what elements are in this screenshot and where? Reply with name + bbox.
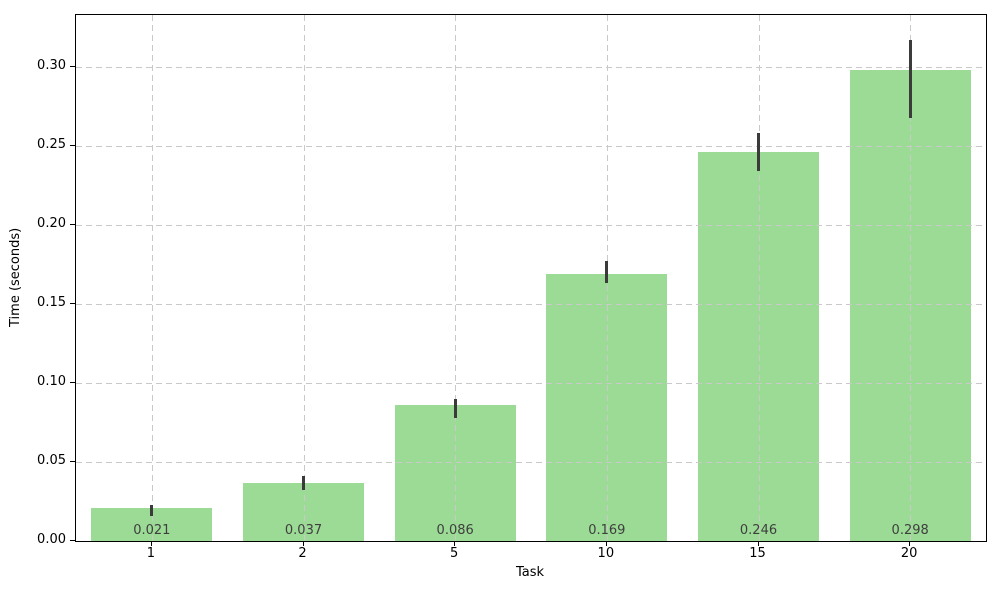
error-bar <box>453 398 457 418</box>
bar-value-label: 0.246 <box>739 523 778 538</box>
x-tick-label: 20 <box>900 546 918 561</box>
bar-value-label: 0.298 <box>891 523 929 538</box>
y-tick-label: 0.30 <box>37 57 66 73</box>
error-bar <box>605 261 609 284</box>
y-gridline <box>76 303 986 305</box>
x-tick-label: 15 <box>749 546 766 561</box>
x-tick-label: 1 <box>146 546 155 561</box>
y-tick-mark <box>70 65 75 67</box>
x-axis-label: Task <box>515 565 545 580</box>
y-tick-label: 0.20 <box>37 215 66 231</box>
y-tick-mark <box>70 144 75 146</box>
y-gridline <box>76 145 986 147</box>
y-tick-label: 0.15 <box>37 294 66 310</box>
x-tick-label: 5 <box>450 546 459 561</box>
y-tick-label: 0.10 <box>37 373 66 389</box>
bar-value-label: 0.021 <box>133 523 171 538</box>
bar-value-label: 0.169 <box>588 523 626 538</box>
y-tick-mark <box>70 540 75 541</box>
error-bar <box>150 504 154 516</box>
x-gridline <box>455 15 457 541</box>
x-gridline <box>303 15 305 541</box>
y-tick-label: 0.25 <box>37 136 66 152</box>
x-gridline <box>151 15 153 541</box>
x-tick-mark <box>909 541 911 546</box>
y-tick-mark <box>70 460 75 462</box>
y-gridline <box>76 461 986 463</box>
x-tick-mark <box>757 541 759 546</box>
x-gridline <box>758 15 760 541</box>
x-tick-mark <box>454 541 456 546</box>
y-gridline <box>76 224 986 226</box>
x-tick-label: 10 <box>597 546 615 561</box>
x-tick-mark <box>302 541 304 546</box>
bar-value-label: 0.086 <box>436 523 474 538</box>
y-gridline <box>76 66 986 68</box>
y-tick-mark <box>70 381 75 383</box>
y-tick-mark <box>70 302 75 304</box>
y-gridline <box>76 382 986 384</box>
y-tick-label: 0.00 <box>37 532 66 547</box>
bar-value-label: 0.037 <box>284 523 323 538</box>
x-tick-mark <box>605 541 607 546</box>
y-tick-label: 0.05 <box>37 452 66 468</box>
x-tick-mark <box>150 541 152 546</box>
x-gridline <box>910 15 912 541</box>
error-bar <box>757 133 760 172</box>
y-tick-mark <box>70 223 75 225</box>
error-bar <box>302 476 305 491</box>
x-tick-label: 2 <box>298 546 307 561</box>
plot-area: 0.021 0.037 0.086 0.169 0.246 0.298 <box>75 14 987 542</box>
error-bar <box>908 40 912 118</box>
